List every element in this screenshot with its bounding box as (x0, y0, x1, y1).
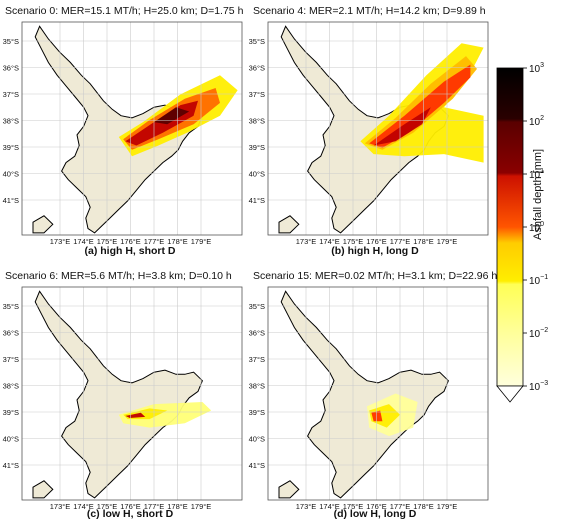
lon-tick-label: 177°E (390, 502, 411, 511)
ashfall-contour (371, 410, 383, 422)
lat-tick-label: 40°S (3, 170, 19, 179)
north-island-landmass (280, 25, 449, 234)
panel-a-caption: (a) high H, short D (84, 245, 176, 257)
lat-tick-label: 35°S (3, 37, 19, 46)
ashfall-contour (369, 64, 471, 148)
ashfall-contour (373, 107, 431, 146)
colorbar-tick-label: 102 (529, 115, 544, 128)
lon-tick-label: 177°E (390, 237, 411, 246)
lat-tick-label: 38°S (249, 117, 265, 126)
lat-tick-label: 36°S (3, 329, 19, 338)
south-island-landmass (278, 480, 300, 499)
lat-tick-label: 39°S (3, 408, 19, 417)
lon-tick-label: 176°E (366, 237, 387, 246)
colorbar: 103 102 101 100 10−1 10−2 10−3 (496, 62, 548, 403)
lon-tick-label: 177°E (144, 237, 165, 246)
colorbar-tick-label: 10−2 (529, 327, 548, 340)
lat-tick-label: 41°S (249, 461, 265, 470)
lat-tick-label: 35°S (249, 302, 265, 311)
lon-tick-label: 176°E (120, 237, 141, 246)
south-island-landmass (32, 480, 54, 499)
lon-tick-label: 179°E (191, 237, 212, 246)
map-frame (267, 21, 489, 236)
lat-tick-label: 41°S (3, 196, 19, 205)
lat-tick-label: 39°S (249, 143, 265, 152)
panel-d-title: Scenario 15: MER=0.02 MT/h; H=3.1 km; D=… (253, 270, 498, 282)
lat-tick-label: 41°S (249, 196, 265, 205)
lat-tick-label: 37°S (249, 90, 265, 99)
colorbar-tick-label: 103 (529, 62, 544, 75)
lon-tick-label: 173°E (296, 502, 317, 511)
colorbar-gradient (496, 67, 524, 387)
lat-tick-label: 37°S (249, 355, 265, 364)
lon-tick-label: 179°E (191, 502, 212, 511)
north-island-landmass (34, 290, 203, 499)
lon-tick-label: 177°E (144, 502, 165, 511)
lat-tick-label: 38°S (249, 382, 265, 391)
ashfall-contour (369, 404, 400, 428)
lat-tick-label: 41°S (3, 461, 19, 470)
lat-tick-label: 40°S (3, 435, 19, 444)
panel-d-caption: (d) low H, long D (333, 508, 417, 520)
colorbar-extend-arrow (496, 385, 524, 403)
lon-tick-label: 175°E (97, 502, 118, 511)
ashfall-contour (118, 402, 212, 428)
lon-tick-label: 179°E (437, 237, 458, 246)
map-frame (21, 21, 243, 236)
colorbar-tick-label: 10−3 (529, 380, 548, 393)
lat-tick-label: 35°S (249, 37, 265, 46)
lon-tick-label: 174°E (319, 237, 340, 246)
lon-tick-label: 174°E (73, 502, 94, 511)
map-frame (21, 286, 243, 501)
lon-tick-label: 175°E (97, 237, 118, 246)
lon-tick-label: 178°E (413, 502, 434, 511)
panel-c-caption: (c) low H, short D (86, 508, 174, 520)
panel-a-title: Scenario 0: MER=15.1 MT/h; H=25.0 km; D=… (5, 5, 244, 17)
lat-tick-label: 37°S (3, 355, 19, 364)
lat-tick-label: 36°S (249, 329, 265, 338)
lon-tick-label: 176°E (366, 502, 387, 511)
lon-tick-label: 174°E (319, 502, 340, 511)
lon-tick-label: 173°E (50, 237, 71, 246)
lat-tick-label: 36°S (3, 64, 19, 73)
lat-tick-label: 37°S (3, 90, 19, 99)
lon-tick-label: 173°E (296, 237, 317, 246)
lat-tick-label: 38°S (3, 382, 19, 391)
lon-tick-label: 175°E (343, 502, 364, 511)
south-island-landmass (32, 215, 54, 234)
lat-tick-label: 40°S (249, 170, 265, 179)
lat-tick-label: 38°S (3, 117, 19, 126)
panel-b-caption: (b) high H, long D (331, 245, 419, 257)
panel-b-title: Scenario 4: MER=2.1 MT/h; H=14.2 km; D=9… (253, 5, 486, 17)
colorbar-tick-label: 10−1 (529, 274, 548, 287)
lat-tick-label: 39°S (3, 143, 19, 152)
north-island-landmass (280, 290, 449, 499)
lon-tick-label: 178°E (167, 502, 188, 511)
lon-tick-label: 174°E (73, 237, 94, 246)
lat-tick-label: 35°S (3, 302, 19, 311)
colorbar-label: Ashfall depth [mm] (532, 148, 544, 240)
lat-tick-label: 39°S (249, 408, 265, 417)
lat-tick-label: 40°S (249, 435, 265, 444)
lon-tick-label: 178°E (413, 237, 434, 246)
map-frame (267, 286, 489, 501)
lon-tick-label: 176°E (120, 502, 141, 511)
lon-tick-label: 178°E (167, 237, 188, 246)
lon-tick-label: 173°E (50, 502, 71, 511)
colorbar-tick-label: 100 (529, 221, 544, 234)
lon-tick-label: 175°E (343, 237, 364, 246)
ashfall-contour (154, 107, 190, 125)
lon-tick-label: 179°E (437, 502, 458, 511)
panel-c-title: Scenario 6: MER=5.6 MT/h; H=3.8 km; D=0.… (5, 270, 232, 282)
north-island-landmass (34, 25, 203, 234)
south-island-landmass (278, 215, 300, 234)
colorbar-tick-label: 101 (529, 168, 544, 181)
lat-tick-label: 36°S (249, 64, 265, 73)
